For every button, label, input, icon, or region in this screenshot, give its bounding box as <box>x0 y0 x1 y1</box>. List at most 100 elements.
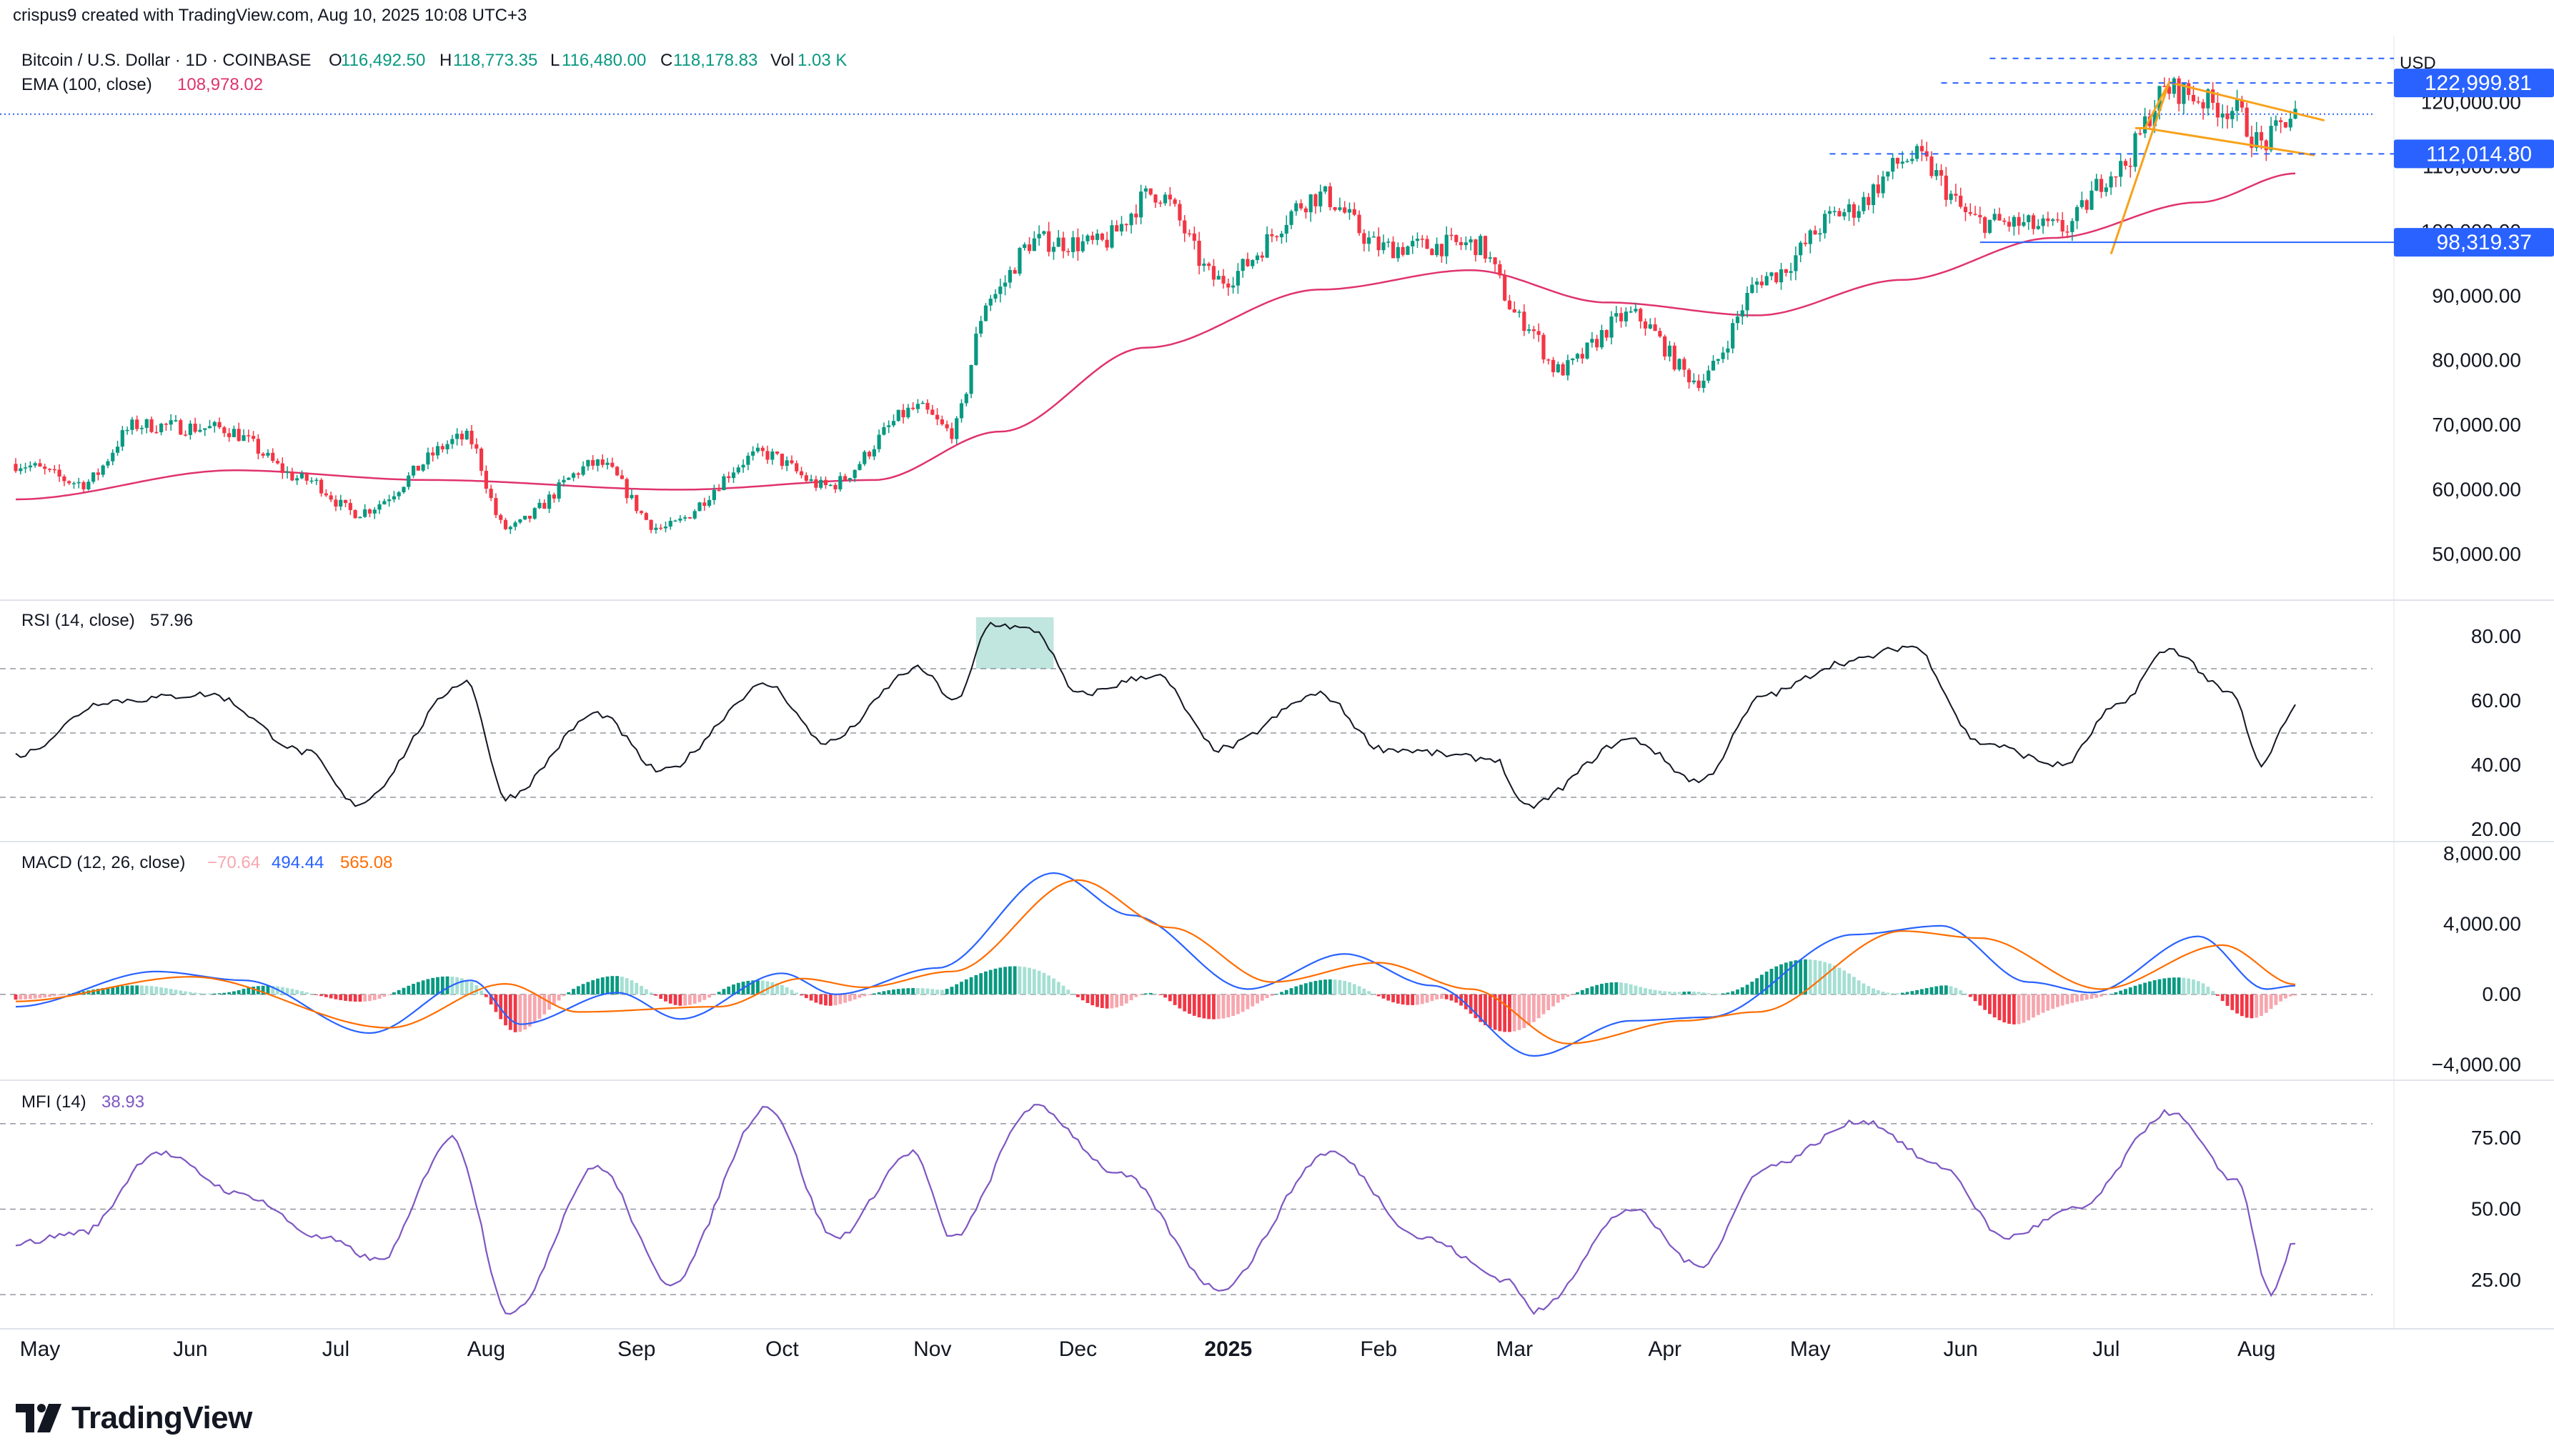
price-tick-label: 60,000.00 <box>2432 478 2521 500</box>
macd-histogram-bar <box>222 992 227 994</box>
candle-body <box>1963 206 1968 212</box>
candle-body <box>576 473 580 475</box>
macd-histogram-bar <box>635 982 639 994</box>
candle-body <box>717 489 721 492</box>
macd-histogram-bar <box>1416 994 1419 1005</box>
candle-body <box>2051 219 2055 221</box>
candle-body <box>1216 276 1221 280</box>
candle-body <box>2017 216 2021 226</box>
macd-histogram-bar <box>1832 965 1837 994</box>
candle-body <box>1590 339 1594 343</box>
candle-body <box>1755 281 1759 285</box>
macd-histogram-bar <box>2143 982 2147 994</box>
macd-histogram-bar <box>775 983 779 994</box>
macd-histogram-bar <box>1163 994 1167 998</box>
macd-histogram-bar <box>1910 991 1914 994</box>
macd-histogram-bar <box>2211 991 2215 994</box>
macd-histogram-bar <box>1808 959 1812 994</box>
level-badge <box>2394 69 2554 98</box>
macd-histogram-bar <box>964 979 968 994</box>
candle-body <box>2041 218 2045 226</box>
candle-body <box>445 444 449 449</box>
macd-histogram-bar <box>144 985 149 994</box>
candle-body <box>130 419 134 430</box>
macd-histogram-bar <box>484 994 488 997</box>
price-chart[interactable]: Bitcoin / U.S. Dollar · 1D · COINBASE O … <box>0 36 2554 1379</box>
macd-histogram-bar <box>537 994 542 1019</box>
macd-histogram-bar <box>19 994 23 1000</box>
time-tick-label: Feb <box>1360 1337 1397 1361</box>
macd-histogram-bar <box>800 994 803 996</box>
macd-histogram-bar <box>1503 994 1507 1032</box>
candle-body <box>1071 237 1075 252</box>
candle-body <box>1207 263 1211 266</box>
macd-histogram-bar <box>464 979 469 994</box>
macd-histogram-bar <box>1818 960 1822 994</box>
candle-body <box>2027 215 2031 222</box>
price-tick-label: 70,000.00 <box>2432 414 2521 436</box>
candle-body <box>1202 263 1206 266</box>
macd-histogram-bar <box>882 991 886 994</box>
macd-histogram-bar <box>833 994 838 1006</box>
macd-histogram-bar <box>2133 985 2137 994</box>
macd-histogram-bar <box>106 987 110 994</box>
candle-body <box>2264 140 2268 151</box>
candle-body <box>1464 242 1468 246</box>
macd-histogram-bar <box>193 992 197 994</box>
macd-histogram-bar <box>809 994 813 1001</box>
macd-histogram-bar <box>1784 962 1788 994</box>
candle-body <box>1992 214 1997 220</box>
candle-body <box>1211 266 1216 280</box>
macd-histogram-bar <box>1687 991 1691 994</box>
macd-histogram-bar <box>1308 982 1313 994</box>
macd-histogram-bar <box>198 993 202 994</box>
macd-histogram-bar <box>1532 994 1536 1022</box>
candle-body <box>28 465 32 468</box>
macd-histogram-bar <box>2075 994 2079 1002</box>
macd-histogram-bar <box>334 994 338 999</box>
macd-histogram-bar <box>1090 994 1095 1006</box>
candle-body <box>343 499 348 504</box>
candle-body <box>1954 194 1958 196</box>
candle-body <box>1842 212 1847 216</box>
candle-body <box>106 461 110 466</box>
macd-histogram-bar <box>2182 977 2186 994</box>
candle-body <box>654 527 658 530</box>
macd-histogram-bar <box>1517 994 1521 1030</box>
macd-histogram-bar <box>916 987 920 994</box>
candle-body <box>450 439 454 444</box>
macd-histogram-bar <box>295 989 299 994</box>
candle-body <box>1691 380 1696 383</box>
macd-histogram-bar <box>557 994 561 1001</box>
ohlc-high: 118,773.35 <box>453 51 537 70</box>
macd-histogram-bar <box>1047 975 1051 994</box>
mfi-legend-value: 38.93 <box>101 1092 144 1112</box>
candle-body <box>285 472 289 473</box>
candle-body <box>2245 107 2249 137</box>
ohlc-open-label: O <box>329 51 342 70</box>
candle-body <box>940 419 944 424</box>
candle-body <box>1711 361 1716 371</box>
macd-histogram-bar <box>1556 994 1560 1003</box>
macd-histogram-bar <box>368 994 372 1002</box>
candle-body <box>591 459 595 466</box>
candle-body <box>838 476 843 489</box>
macd-histogram-bar <box>955 984 959 994</box>
rsi-tick-label: 20.00 <box>2471 818 2521 840</box>
candle-body <box>164 424 169 425</box>
candle-body <box>159 424 164 433</box>
macd-histogram-bar <box>605 976 610 994</box>
macd-histogram-bar <box>1328 979 1332 994</box>
macd-histogram-bar <box>625 978 629 994</box>
candle-body <box>678 518 682 521</box>
macd-histogram-bar <box>760 980 765 994</box>
time-tick-label: Nov <box>913 1337 951 1361</box>
macd-histogram-bar <box>581 984 585 994</box>
macd-histogram-bar <box>1949 986 1953 994</box>
macd-histogram-bar <box>1280 992 1283 994</box>
macd-histogram-bar <box>164 988 168 994</box>
candle-body <box>1541 334 1546 360</box>
candle-body <box>47 469 52 470</box>
tradingview-logo[interactable]: TradingView <box>16 1397 252 1440</box>
candle-body <box>1503 275 1507 301</box>
